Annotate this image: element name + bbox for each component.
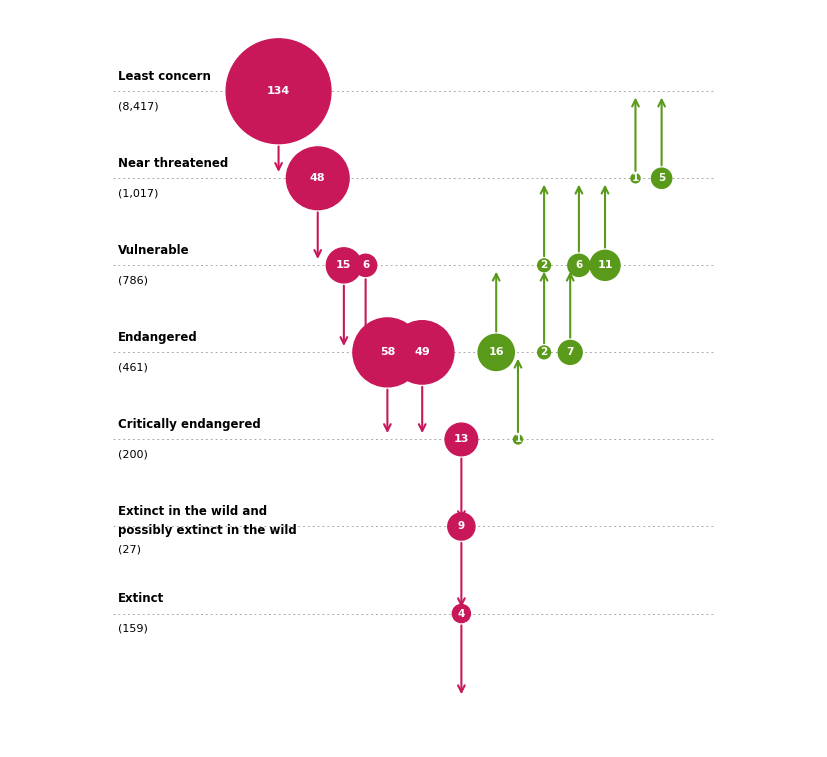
Text: possibly extinct in the wild: possibly extinct in the wild bbox=[117, 525, 296, 537]
Text: 58: 58 bbox=[380, 347, 395, 357]
Text: 11: 11 bbox=[597, 260, 613, 270]
Circle shape bbox=[652, 168, 672, 188]
Text: (27): (27) bbox=[117, 545, 141, 555]
Text: (8,417): (8,417) bbox=[117, 101, 158, 111]
Circle shape bbox=[353, 318, 422, 387]
Circle shape bbox=[286, 147, 349, 210]
Text: 9: 9 bbox=[458, 522, 465, 531]
Text: 5: 5 bbox=[658, 173, 665, 183]
Text: (1,017): (1,017) bbox=[117, 188, 158, 198]
Circle shape bbox=[590, 251, 620, 280]
Circle shape bbox=[568, 254, 590, 276]
Circle shape bbox=[558, 341, 582, 364]
Circle shape bbox=[452, 605, 471, 622]
Text: 1: 1 bbox=[632, 173, 639, 183]
Text: 134: 134 bbox=[267, 86, 290, 96]
Circle shape bbox=[631, 174, 640, 182]
Text: 15: 15 bbox=[336, 260, 351, 270]
Circle shape bbox=[447, 513, 475, 540]
Circle shape bbox=[355, 254, 377, 276]
Text: 6: 6 bbox=[576, 260, 582, 270]
Circle shape bbox=[390, 321, 454, 384]
Text: (159): (159) bbox=[117, 623, 147, 634]
Text: Endangered: Endangered bbox=[117, 331, 198, 344]
Circle shape bbox=[226, 39, 331, 144]
Text: 4: 4 bbox=[457, 609, 465, 618]
Circle shape bbox=[327, 248, 361, 283]
Circle shape bbox=[538, 346, 551, 359]
Text: 16: 16 bbox=[489, 347, 504, 357]
Circle shape bbox=[478, 335, 514, 370]
Text: Near threatened: Near threatened bbox=[117, 157, 227, 170]
Circle shape bbox=[538, 259, 551, 272]
Text: Least concern: Least concern bbox=[117, 70, 210, 83]
Text: 7: 7 bbox=[566, 347, 574, 357]
Circle shape bbox=[514, 435, 523, 444]
Text: 1: 1 bbox=[514, 435, 522, 444]
Circle shape bbox=[445, 423, 478, 456]
Text: (461): (461) bbox=[117, 362, 147, 372]
Text: 6: 6 bbox=[362, 260, 369, 270]
Text: 2: 2 bbox=[541, 347, 547, 357]
Text: 48: 48 bbox=[310, 173, 326, 183]
Text: 49: 49 bbox=[414, 347, 430, 357]
Text: 13: 13 bbox=[454, 435, 469, 444]
Text: (786): (786) bbox=[117, 275, 147, 285]
Text: 2: 2 bbox=[541, 260, 547, 270]
Text: (200): (200) bbox=[117, 449, 147, 459]
Text: Extinct: Extinct bbox=[117, 592, 164, 606]
Text: Vulnerable: Vulnerable bbox=[117, 244, 189, 257]
Text: Critically endangered: Critically endangered bbox=[117, 418, 261, 431]
Text: Extinct in the wild and: Extinct in the wild and bbox=[117, 505, 266, 519]
